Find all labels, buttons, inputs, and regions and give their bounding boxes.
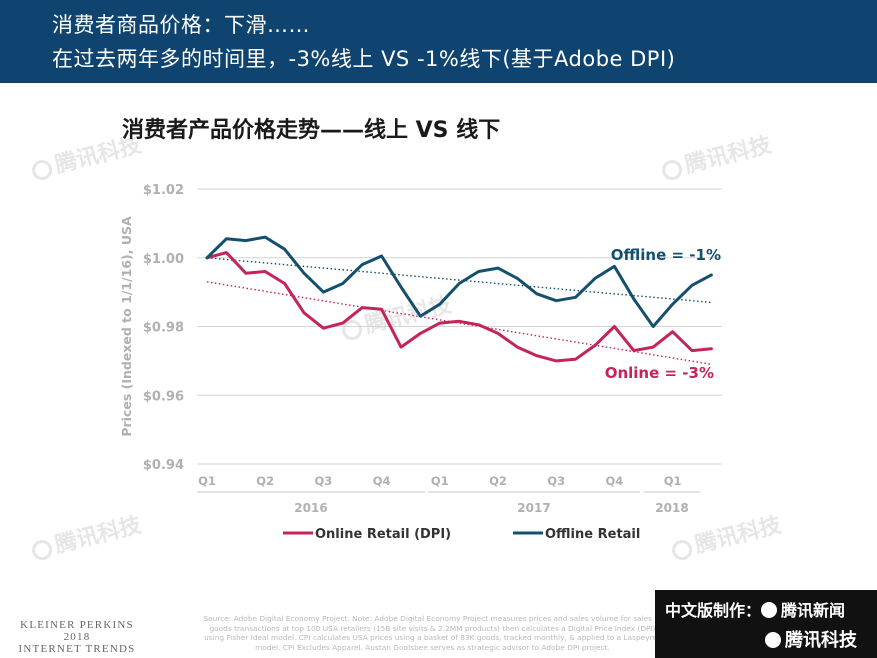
x-tick-label: Q1 (198, 474, 216, 488)
x-tick-label: Q3 (315, 474, 333, 488)
trend-line (206, 257, 712, 304)
x-tick-label: Q1 (664, 474, 682, 488)
online-annotation: Online = -3% (605, 364, 714, 382)
year-label: 2017 (517, 501, 550, 515)
y-axis-label: Prices (Indexed to 1/1/16), USA (119, 216, 134, 437)
offline-annotation: Offline = -1% (611, 246, 721, 264)
y-tick-label: $0.94 (143, 458, 184, 473)
x-tick-label: Q2 (256, 474, 274, 488)
x-tick-label: Q4 (373, 474, 391, 488)
credit-box: 中文版制作： 腾讯新闻 腾讯科技 (655, 590, 877, 658)
series-line (205, 235, 713, 328)
legend-label: Online Retail (DPI) (315, 527, 451, 542)
x-tick-label: Q1 (431, 474, 449, 488)
header-banner: 消费者商品价格：下滑…… 在过去两年多的时间里，-3%线上 VS -1%线下(基… (0, 0, 877, 83)
y-tick-label: $1.02 (143, 183, 184, 198)
tencent-news-logo-icon (761, 602, 778, 618)
credit-brand: 腾讯科技 (765, 626, 857, 652)
tencent-tech-logo-icon (765, 632, 781, 648)
credit-line: 中文版制作： 腾讯新闻 (665, 601, 846, 620)
x-tick-label: Q3 (547, 474, 565, 488)
chart-title: 消费者产品价格走势——线上 VS 线下 (122, 118, 501, 143)
kpcb-brand: KLEINER PERKINS 2018 INTERNET TRENDS (12, 619, 142, 655)
brand-name: KLEINER PERKINS (20, 619, 134, 631)
y-tick-label: $1.00 (143, 252, 184, 267)
trend-line (206, 281, 712, 366)
x-tick-label: Q4 (606, 474, 624, 488)
header-subtitle: 在过去两年多的时间里，-3%线上 VS -1%线下(基于Adobe DPI) (52, 47, 676, 71)
year-label: 2016 (294, 501, 327, 515)
y-tick-label: $0.98 (143, 321, 184, 336)
year-label: 2018 (655, 501, 688, 515)
brand-report: INTERNET TRENDS (18, 643, 136, 655)
x-tick-label: Q2 (489, 474, 507, 488)
series-line (205, 251, 713, 363)
legend-label: Offline Retail (545, 527, 640, 542)
y-tick-label: $0.96 (143, 389, 184, 404)
source-note: Source: Adobe Digital Economy Project. N… (203, 614, 662, 652)
header-title: 消费者商品价格：下滑…… (52, 13, 310, 37)
brand-year: 2018 (63, 631, 91, 643)
